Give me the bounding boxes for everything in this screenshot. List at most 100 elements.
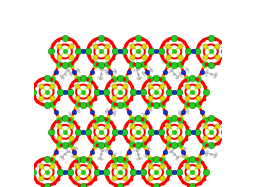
Point (76, 50, 81, 53)
Point (106, 65, 110, 68)
Point (140, 37, 144, 40)
Point (131, 171, 135, 174)
Point (192, 103, 196, 106)
Point (74, 137, 78, 140)
Point (151, 50, 155, 53)
Point (98, 148, 102, 151)
Point (196, 78, 200, 81)
Point (105, 124, 109, 127)
Point (102, 171, 106, 174)
Point (167, 85, 171, 88)
Point (160, 102, 164, 105)
Point (186, 183, 190, 186)
Point (203, 56, 207, 59)
Point (154, 130, 158, 133)
Point (177, 74, 181, 77)
Point (109, 114, 114, 117)
Point (177, 89, 181, 92)
Point (50, 158, 54, 161)
Point (187, 130, 192, 133)
Point (69, 136, 73, 139)
Point (123, 135, 127, 138)
Point (44, 77, 49, 80)
Point (123, 158, 127, 161)
Point (184, 84, 188, 87)
Point (76, 70, 81, 73)
Point (122, 49, 126, 52)
Point (90, 80, 94, 83)
Point (184, 96, 188, 99)
Point (149, 50, 153, 53)
Point (105, 175, 109, 178)
Point (178, 56, 182, 59)
Point (107, 142, 111, 145)
Point (104, 37, 108, 40)
Point (136, 72, 140, 75)
Point (112, 102, 116, 105)
Point (44, 104, 49, 107)
Point (70, 146, 74, 149)
Point (140, 90, 145, 93)
Point (136, 171, 140, 174)
Point (195, 50, 199, 53)
Point (218, 121, 222, 124)
Point (122, 77, 126, 80)
Point (94, 143, 98, 146)
Point (125, 182, 129, 185)
Point (35, 180, 39, 183)
Point (96, 90, 100, 93)
Point (167, 70, 171, 73)
Point (172, 152, 176, 155)
Point (181, 70, 185, 73)
Point (136, 50, 140, 53)
Point (118, 77, 122, 80)
Point (75, 153, 79, 156)
Point (121, 130, 125, 133)
Point (86, 49, 90, 52)
Point (204, 73, 208, 76)
Point (50, 102, 54, 105)
Point (142, 115, 147, 118)
Point (68, 143, 72, 146)
Point (148, 165, 152, 168)
Point (185, 126, 189, 129)
Point (158, 158, 162, 161)
Point (167, 172, 171, 175)
Point (135, 68, 139, 71)
Point (113, 103, 117, 106)
Point (167, 166, 171, 169)
Point (68, 89, 72, 92)
Point (194, 50, 198, 53)
Point (69, 44, 73, 47)
Point (202, 178, 206, 181)
Point (127, 110, 131, 113)
Point (63, 90, 67, 93)
Point (111, 156, 115, 159)
Point (68, 175, 72, 178)
Point (201, 39, 205, 42)
Point (54, 150, 58, 153)
Point (203, 143, 207, 146)
Point (98, 117, 102, 120)
Point (44, 90, 49, 93)
Point (124, 105, 128, 108)
Point (118, 130, 122, 133)
Point (51, 75, 55, 78)
Point (99, 117, 103, 120)
Point (141, 107, 146, 110)
Point (100, 68, 104, 71)
Point (121, 50, 125, 53)
Point (179, 114, 183, 117)
Point (200, 70, 204, 73)
Point (72, 110, 76, 113)
Point (66, 69, 70, 72)
Point (141, 95, 145, 98)
Point (103, 149, 107, 152)
Point (183, 79, 187, 82)
Point (49, 158, 53, 161)
Point (54, 161, 58, 164)
Point (94, 172, 99, 175)
Point (108, 150, 113, 153)
Point (129, 97, 133, 100)
Point (126, 140, 131, 143)
